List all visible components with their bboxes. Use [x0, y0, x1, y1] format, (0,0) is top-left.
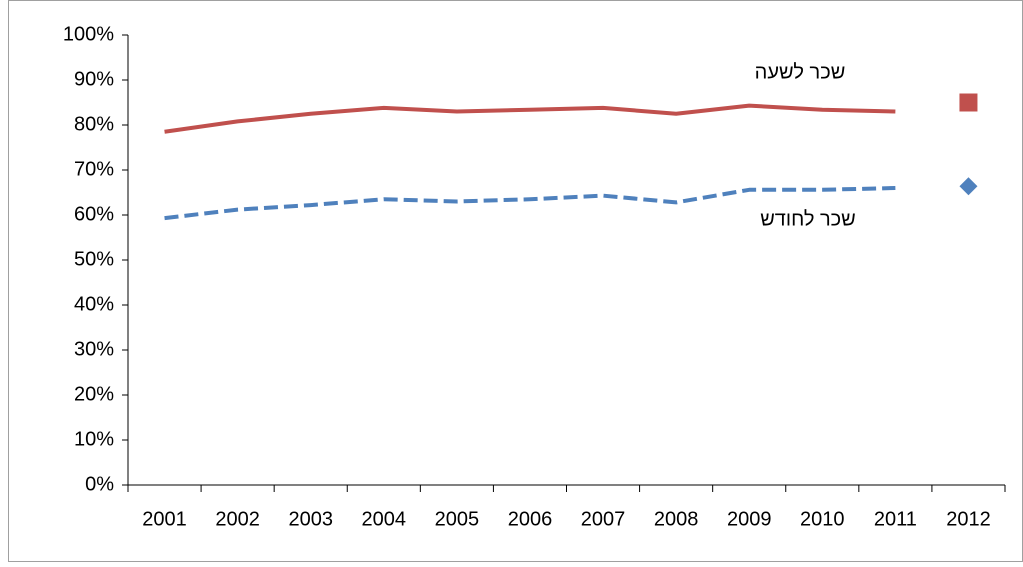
y-tick-label: 70% [74, 158, 114, 180]
x-tick-label: 2005 [435, 508, 480, 530]
marker [959, 177, 978, 196]
y-tick-label: 10% [74, 428, 114, 450]
y-tick-label: 40% [74, 293, 114, 315]
x-tick-label: 2009 [727, 508, 772, 530]
line [164, 103, 896, 134]
series-label: שכר לשעה [755, 61, 846, 83]
x-tick-label: 2006 [508, 508, 553, 530]
x-tick-label: 2008 [654, 508, 699, 530]
y-tick-label: 90% [74, 68, 114, 90]
series-label: שכר לחודש [760, 208, 856, 230]
x-tick-label: 2003 [288, 508, 333, 530]
y-tick-label: 0% [85, 473, 114, 495]
x-tick-label: 2010 [800, 508, 845, 530]
x-tick-label: 2011 [874, 508, 917, 530]
x-tick-label: 2002 [215, 508, 260, 530]
y-tick-label: 80% [74, 113, 114, 135]
y-tick-label: 50% [74, 248, 114, 270]
chart-border [8, 0, 1023, 562]
y-tick-label: 100% [63, 23, 114, 45]
x-tick-label: 2012 [946, 508, 991, 530]
y-tick-label: 30% [74, 338, 114, 360]
x-tick-label: 2004 [362, 508, 407, 530]
x-tick-label: 2007 [581, 508, 626, 530]
y-tick-label: 60% [74, 203, 114, 225]
marker [959, 93, 978, 112]
y-tick-label: 20% [74, 383, 114, 405]
line [164, 186, 896, 221]
x-tick-label: 2001 [142, 508, 187, 530]
